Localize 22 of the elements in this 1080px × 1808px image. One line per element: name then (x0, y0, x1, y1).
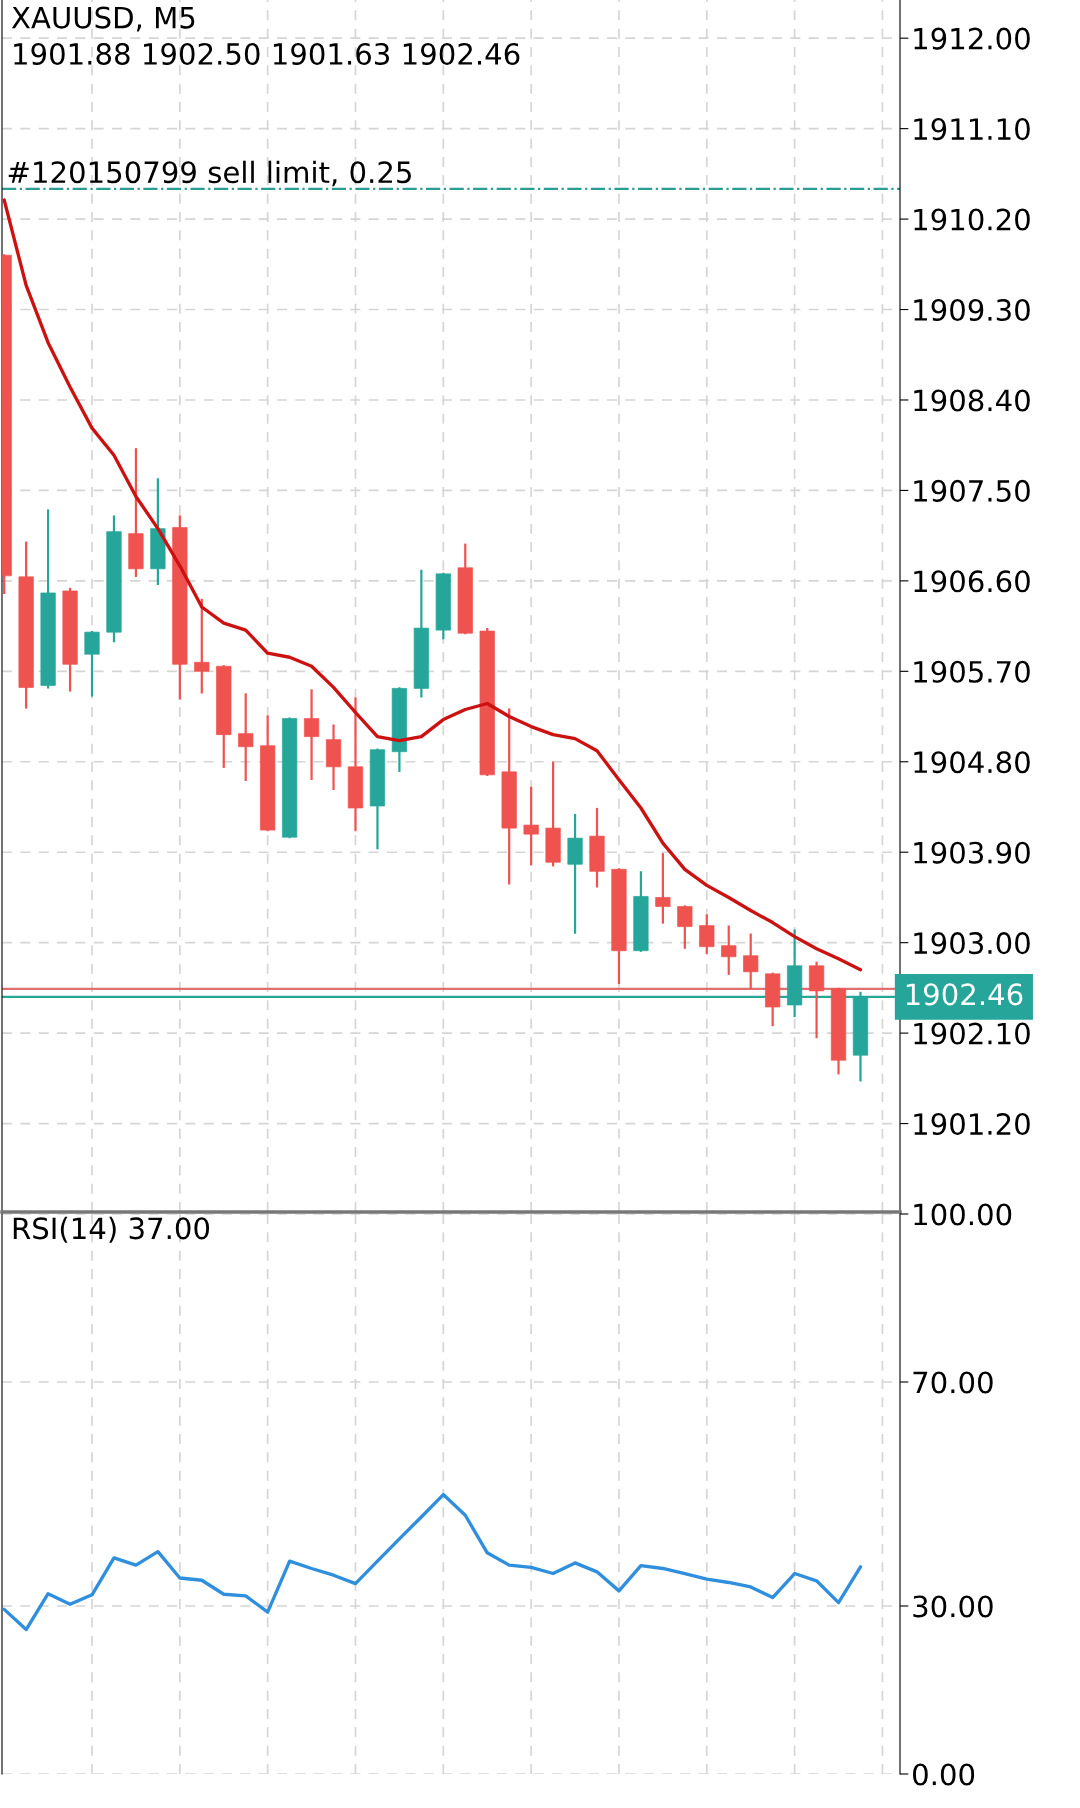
text: 1901.88 1902.50 1901.63 1902.46 (14, 42, 520, 65)
y-tick-label: 1902.10 (914, 1022, 1030, 1045)
ref-line-label: #120150799 sell limit, 0.25 (8, 160, 411, 187)
y-tick-label: 1912.00 (914, 27, 1030, 50)
chart-title: RSI(14) 37.00 (13, 1216, 210, 1243)
y-tick-label: 1905.70 (914, 660, 1030, 683)
y-tick-label: 70.00 (913, 1371, 993, 1394)
y-tick-label: 1904.80 (914, 751, 1030, 774)
y-tick-label: 100.00 (914, 1203, 1012, 1226)
y-tick-label: 1910.20 (914, 208, 1030, 231)
y-tick-label: 1903.00 (914, 932, 1030, 955)
y-tick-label: 1903.90 (914, 841, 1030, 864)
y-tick-label: 0.00 (913, 1763, 975, 1786)
y-tick-label: 1908.40 (914, 389, 1030, 412)
y-tick-label: 1909.30 (914, 298, 1030, 322)
y-tick-label: 1907.50 (914, 479, 1030, 502)
ref-line-label: 1902.46 (906, 983, 1023, 1006)
y-tick-label: 30.00 (913, 1595, 993, 1618)
y-tick-label: 1901.20 (914, 1113, 1030, 1136)
chart-title: XAUUSD, M5 (11, 6, 195, 32)
y-tick-label: 1911.10 (914, 118, 1030, 141)
y-tick-label: 1906.60 (914, 570, 1030, 593)
